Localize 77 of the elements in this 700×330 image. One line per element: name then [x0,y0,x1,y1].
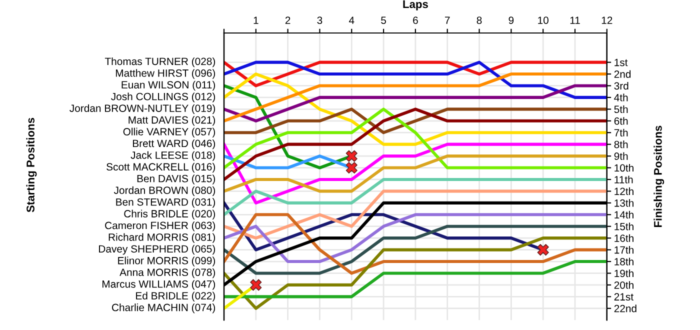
x-tick-label: 1 [254,16,258,24]
series-label: Ed BRIDLE (022) [136,292,216,302]
y2-tick-label: 8th [614,140,628,148]
line-series [224,213,607,275]
series-label: Josh COLLINGS (012) [111,92,216,102]
x-tick-label: 5 [381,16,386,24]
series-label: Chris BRIDLE (020) [124,210,216,220]
x-tick-label: 4 [348,16,354,24]
y2-tick-label: 15th [614,222,634,230]
series-label: Matt DAVIES (021) [128,116,216,126]
y2-tick-label: 4th [614,94,628,102]
series-label: Ben DAVIS (015) [137,174,216,184]
series-label: Euan WILSON (011) [122,80,216,91]
y2-tick-label: 5th [614,105,628,114]
y2-tick-label: 3rd [614,82,628,90]
x-tick-label: 3 [317,16,322,24]
series-label: Brett WARD (046) [132,139,216,150]
line-series [224,190,607,240]
y2-tick-label: 1st [614,58,628,66]
y2-tick-label: 10th [614,164,634,172]
point [346,150,358,162]
series-label: Matthew HIRST (096) [116,69,216,79]
series-label: Elinor MORRIS (099) [118,256,216,266]
line-series [224,108,607,182]
y2-tick-label: 11th [614,176,633,184]
series-label: Richard MORRIS (081) [108,233,216,243]
series-label: Anna MORRIS (078) [120,268,216,278]
line-series [224,142,607,204]
line-series [224,236,607,310]
x-tick-label: 11 [570,16,580,24]
line-series [224,108,607,170]
x-tick-label: 12 [602,16,612,24]
point [537,244,549,256]
line-series [224,72,607,122]
series-label: Cameron FISHER (063) [105,222,216,232]
y2-tick-label: 6th [614,117,628,125]
x-axis-title: Laps [403,0,428,10]
y2-tick-label: 14th [614,210,634,218]
x-tick-label: 10 [538,16,548,24]
line-series [224,213,607,264]
y2-tick-label: 7th [614,128,628,136]
series-label: Charlie MACHIN (074) [112,304,216,314]
series-label: Ollie VARNEY (057) [123,128,216,138]
line-series [224,60,607,99]
x-tick-label: 7 [444,16,450,24]
y2-tick-label: 19th [614,269,634,278]
series-label: Thomas TURNER (028) [104,57,216,68]
x-tick-label: 9 [508,16,514,24]
y2-tick-label: 21st [614,293,634,301]
y2-axis-title: Finishing Positions [654,126,664,228]
y2-tick-label: 17th [614,246,634,254]
series-label: Jordan BROWN (080) [114,186,216,196]
series-label: Scott MACKRELL (016) [106,162,216,173]
y2-tick-label: 20th [614,281,634,289]
x-tick-label: 6 [413,16,418,24]
y2-tick-label: 13th [614,199,634,207]
y2-tick-label: 2nd [614,70,631,78]
line-series [224,72,607,146]
y2-tick-label: 16th [614,234,634,242]
line-series [224,178,607,216]
x-tick-label: 8 [476,16,482,24]
series-label: Ben STEWARD (031) [116,198,216,208]
text: Starting Positions [26,118,37,212]
line-series [224,224,607,275]
point [346,162,358,174]
series-label: Jordan BROWN-NUTLEY (019) [70,104,216,114]
series-label: Davey SHEPHERD (065) [99,244,216,255]
x-tick-label: 2 [285,16,290,24]
y2-tick-label: 18th [614,258,634,266]
y2-tick-label: 12th [614,187,634,196]
y2-tick-label: 22nd [614,304,636,312]
series-label: Jack LEESE (018) [130,151,216,161]
y2-tick-label: 9th [614,152,628,160]
line-series [224,84,607,122]
point [250,279,262,291]
line-series [224,154,607,193]
series-label: Marcus WILLIAMS (047) [102,280,216,290]
